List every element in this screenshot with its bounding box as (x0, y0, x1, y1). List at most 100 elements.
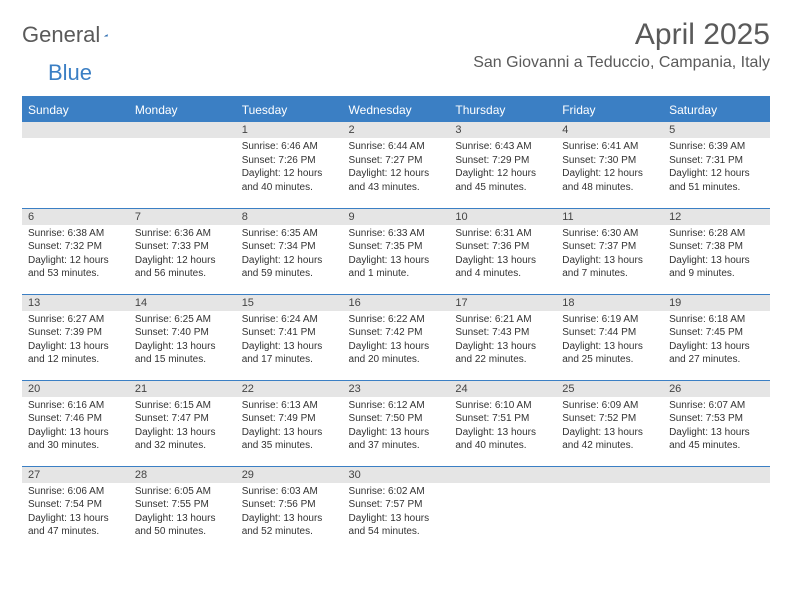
sunrise-text: Sunrise: 6:22 AM (349, 313, 444, 327)
day-content: Sunrise: 6:09 AMSunset: 7:52 PMDaylight:… (556, 397, 663, 457)
day-content: Sunrise: 6:43 AMSunset: 7:29 PMDaylight:… (449, 138, 556, 198)
sunrise-text: Sunrise: 6:03 AM (242, 485, 337, 499)
sunrise-text: Sunrise: 6:18 AM (669, 313, 764, 327)
weekday-header: Sunday (22, 97, 129, 122)
sunrise-text: Sunrise: 6:07 AM (669, 399, 764, 413)
sunset-text: Sunset: 7:54 PM (28, 498, 123, 512)
day-content: Sunrise: 6:22 AMSunset: 7:42 PMDaylight:… (343, 311, 450, 371)
day-cell: 1Sunrise: 6:46 AMSunset: 7:26 PMDaylight… (236, 122, 343, 208)
day-number: 14 (129, 295, 236, 311)
daylight-text: Daylight: 13 hours and 35 minutes. (242, 426, 337, 453)
daylight-text: Daylight: 13 hours and 54 minutes. (349, 512, 444, 539)
day-cell: 15Sunrise: 6:24 AMSunset: 7:41 PMDayligh… (236, 294, 343, 380)
sunset-text: Sunset: 7:30 PM (562, 154, 657, 168)
daylight-text: Daylight: 12 hours and 45 minutes. (455, 167, 550, 194)
day-number (22, 122, 129, 138)
day-number (556, 467, 663, 483)
daylight-text: Daylight: 13 hours and 47 minutes. (28, 512, 123, 539)
sunrise-text: Sunrise: 6:44 AM (349, 140, 444, 154)
daylight-text: Daylight: 13 hours and 32 minutes. (135, 426, 230, 453)
sunrise-text: Sunrise: 6:06 AM (28, 485, 123, 499)
day-cell: 2Sunrise: 6:44 AMSunset: 7:27 PMDaylight… (343, 122, 450, 208)
day-number: 8 (236, 209, 343, 225)
week-row: 27Sunrise: 6:06 AMSunset: 7:54 PMDayligh… (22, 466, 770, 552)
sunset-text: Sunset: 7:43 PM (455, 326, 550, 340)
day-number: 19 (663, 295, 770, 311)
day-number: 2 (343, 122, 450, 138)
day-number: 3 (449, 122, 556, 138)
day-cell: 7Sunrise: 6:36 AMSunset: 7:33 PMDaylight… (129, 208, 236, 294)
sunset-text: Sunset: 7:44 PM (562, 326, 657, 340)
day-number: 25 (556, 381, 663, 397)
day-cell: 3Sunrise: 6:43 AMSunset: 7:29 PMDaylight… (449, 122, 556, 208)
daylight-text: Daylight: 13 hours and 12 minutes. (28, 340, 123, 367)
sunset-text: Sunset: 7:33 PM (135, 240, 230, 254)
day-content: Sunrise: 6:16 AMSunset: 7:46 PMDaylight:… (22, 397, 129, 457)
day-number (663, 467, 770, 483)
sunrise-text: Sunrise: 6:21 AM (455, 313, 550, 327)
sunrise-text: Sunrise: 6:02 AM (349, 485, 444, 499)
day-content: Sunrise: 6:38 AMSunset: 7:32 PMDaylight:… (22, 225, 129, 285)
day-cell: 14Sunrise: 6:25 AMSunset: 7:40 PMDayligh… (129, 294, 236, 380)
day-content: Sunrise: 6:41 AMSunset: 7:30 PMDaylight:… (556, 138, 663, 198)
day-cell: 28Sunrise: 6:05 AMSunset: 7:55 PMDayligh… (129, 466, 236, 552)
daylight-text: Daylight: 13 hours and 17 minutes. (242, 340, 337, 367)
day-cell: 5Sunrise: 6:39 AMSunset: 7:31 PMDaylight… (663, 122, 770, 208)
sunset-text: Sunset: 7:36 PM (455, 240, 550, 254)
daylight-text: Daylight: 13 hours and 50 minutes. (135, 512, 230, 539)
day-cell: 17Sunrise: 6:21 AMSunset: 7:43 PMDayligh… (449, 294, 556, 380)
daylight-text: Daylight: 13 hours and 52 minutes. (242, 512, 337, 539)
day-cell: 24Sunrise: 6:10 AMSunset: 7:51 PMDayligh… (449, 380, 556, 466)
day-content: Sunrise: 6:35 AMSunset: 7:34 PMDaylight:… (236, 225, 343, 285)
weekday-header: Tuesday (236, 97, 343, 122)
day-cell (449, 466, 556, 552)
sunrise-text: Sunrise: 6:31 AM (455, 227, 550, 241)
day-content: Sunrise: 6:10 AMSunset: 7:51 PMDaylight:… (449, 397, 556, 457)
daylight-text: Daylight: 12 hours and 59 minutes. (242, 254, 337, 281)
day-content: Sunrise: 6:30 AMSunset: 7:37 PMDaylight:… (556, 225, 663, 285)
sunset-text: Sunset: 7:31 PM (669, 154, 764, 168)
daylight-text: Daylight: 13 hours and 15 minutes. (135, 340, 230, 367)
month-title: April 2025 (473, 18, 770, 52)
day-number: 20 (22, 381, 129, 397)
day-cell: 13Sunrise: 6:27 AMSunset: 7:39 PMDayligh… (22, 294, 129, 380)
day-number: 16 (343, 295, 450, 311)
day-content: Sunrise: 6:46 AMSunset: 7:26 PMDaylight:… (236, 138, 343, 198)
sunrise-text: Sunrise: 6:30 AM (562, 227, 657, 241)
day-cell: 8Sunrise: 6:35 AMSunset: 7:34 PMDaylight… (236, 208, 343, 294)
sunset-text: Sunset: 7:27 PM (349, 154, 444, 168)
day-content: Sunrise: 6:31 AMSunset: 7:36 PMDaylight:… (449, 225, 556, 285)
sunset-text: Sunset: 7:42 PM (349, 326, 444, 340)
daylight-text: Daylight: 13 hours and 30 minutes. (28, 426, 123, 453)
sunset-text: Sunset: 7:50 PM (349, 412, 444, 426)
logo-triangle-icon (104, 26, 108, 44)
sunrise-text: Sunrise: 6:36 AM (135, 227, 230, 241)
day-cell: 16Sunrise: 6:22 AMSunset: 7:42 PMDayligh… (343, 294, 450, 380)
day-cell: 21Sunrise: 6:15 AMSunset: 7:47 PMDayligh… (129, 380, 236, 466)
day-content: Sunrise: 6:03 AMSunset: 7:56 PMDaylight:… (236, 483, 343, 543)
day-number: 10 (449, 209, 556, 225)
sunset-text: Sunset: 7:52 PM (562, 412, 657, 426)
day-content: Sunrise: 6:25 AMSunset: 7:40 PMDaylight:… (129, 311, 236, 371)
sunset-text: Sunset: 7:45 PM (669, 326, 764, 340)
sunset-text: Sunset: 7:47 PM (135, 412, 230, 426)
day-cell: 10Sunrise: 6:31 AMSunset: 7:36 PMDayligh… (449, 208, 556, 294)
sunset-text: Sunset: 7:39 PM (28, 326, 123, 340)
day-number: 9 (343, 209, 450, 225)
day-cell: 26Sunrise: 6:07 AMSunset: 7:53 PMDayligh… (663, 380, 770, 466)
sunrise-text: Sunrise: 6:39 AM (669, 140, 764, 154)
sunrise-text: Sunrise: 6:33 AM (349, 227, 444, 241)
day-cell: 23Sunrise: 6:12 AMSunset: 7:50 PMDayligh… (343, 380, 450, 466)
day-number: 11 (556, 209, 663, 225)
day-content: Sunrise: 6:15 AMSunset: 7:47 PMDaylight:… (129, 397, 236, 457)
day-content: Sunrise: 6:07 AMSunset: 7:53 PMDaylight:… (663, 397, 770, 457)
day-number: 6 (22, 209, 129, 225)
sunrise-text: Sunrise: 6:09 AM (562, 399, 657, 413)
daylight-text: Daylight: 13 hours and 37 minutes. (349, 426, 444, 453)
daylight-text: Daylight: 13 hours and 7 minutes. (562, 254, 657, 281)
daylight-text: Daylight: 13 hours and 22 minutes. (455, 340, 550, 367)
day-cell: 20Sunrise: 6:16 AMSunset: 7:46 PMDayligh… (22, 380, 129, 466)
day-number: 29 (236, 467, 343, 483)
sunset-text: Sunset: 7:26 PM (242, 154, 337, 168)
day-cell (663, 466, 770, 552)
